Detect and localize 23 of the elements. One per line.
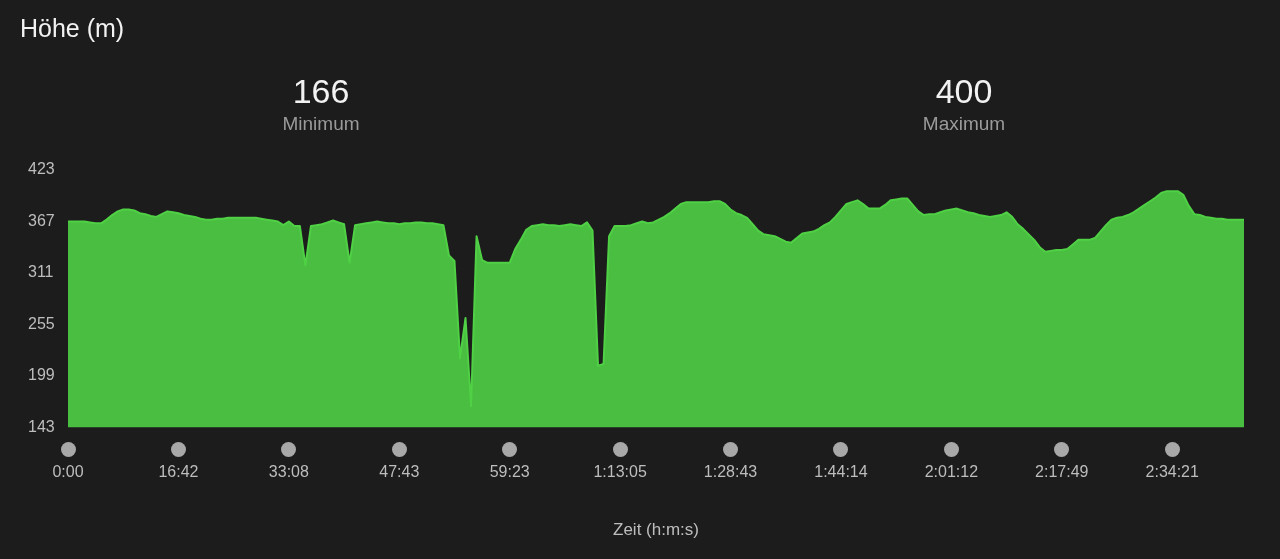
y-tick-label: 199 (28, 366, 55, 384)
x-tick-label: 33:08 (268, 463, 309, 481)
x-tick-label: 1:28:43 (703, 463, 758, 481)
y-tick-label: 367 (28, 211, 55, 229)
x-axis-title: Zeit (h:m:s) (613, 520, 699, 540)
text: Maximum (921, 113, 1007, 135)
x-tick-label: 2:17:49 (1035, 463, 1089, 481)
y-tick-label: 143 (28, 417, 55, 435)
y-tick-label: 255 (28, 314, 55, 332)
x-tick-label: 1:44:14 (814, 463, 868, 481)
x-tick-label: 59:23 (489, 463, 530, 481)
x-tick-label: 16:42 (158, 463, 199, 481)
x-tick-label: 2:01:12 (924, 463, 979, 481)
x-tick-label: 2:34:21 (1145, 463, 1200, 481)
y-tick-label: 311 (28, 263, 54, 281)
text: 400 (934, 72, 994, 111)
x-tick-label: 47:43 (379, 463, 420, 481)
y-tick-label: 423 (28, 160, 55, 178)
x-tick-label: 1:13:05 (593, 463, 647, 481)
text: 166 (291, 72, 351, 111)
chart-title: Höhe (m) (20, 14, 125, 43)
text: Minimum (281, 113, 361, 135)
x-tick-label: 0:00 (52, 463, 84, 481)
